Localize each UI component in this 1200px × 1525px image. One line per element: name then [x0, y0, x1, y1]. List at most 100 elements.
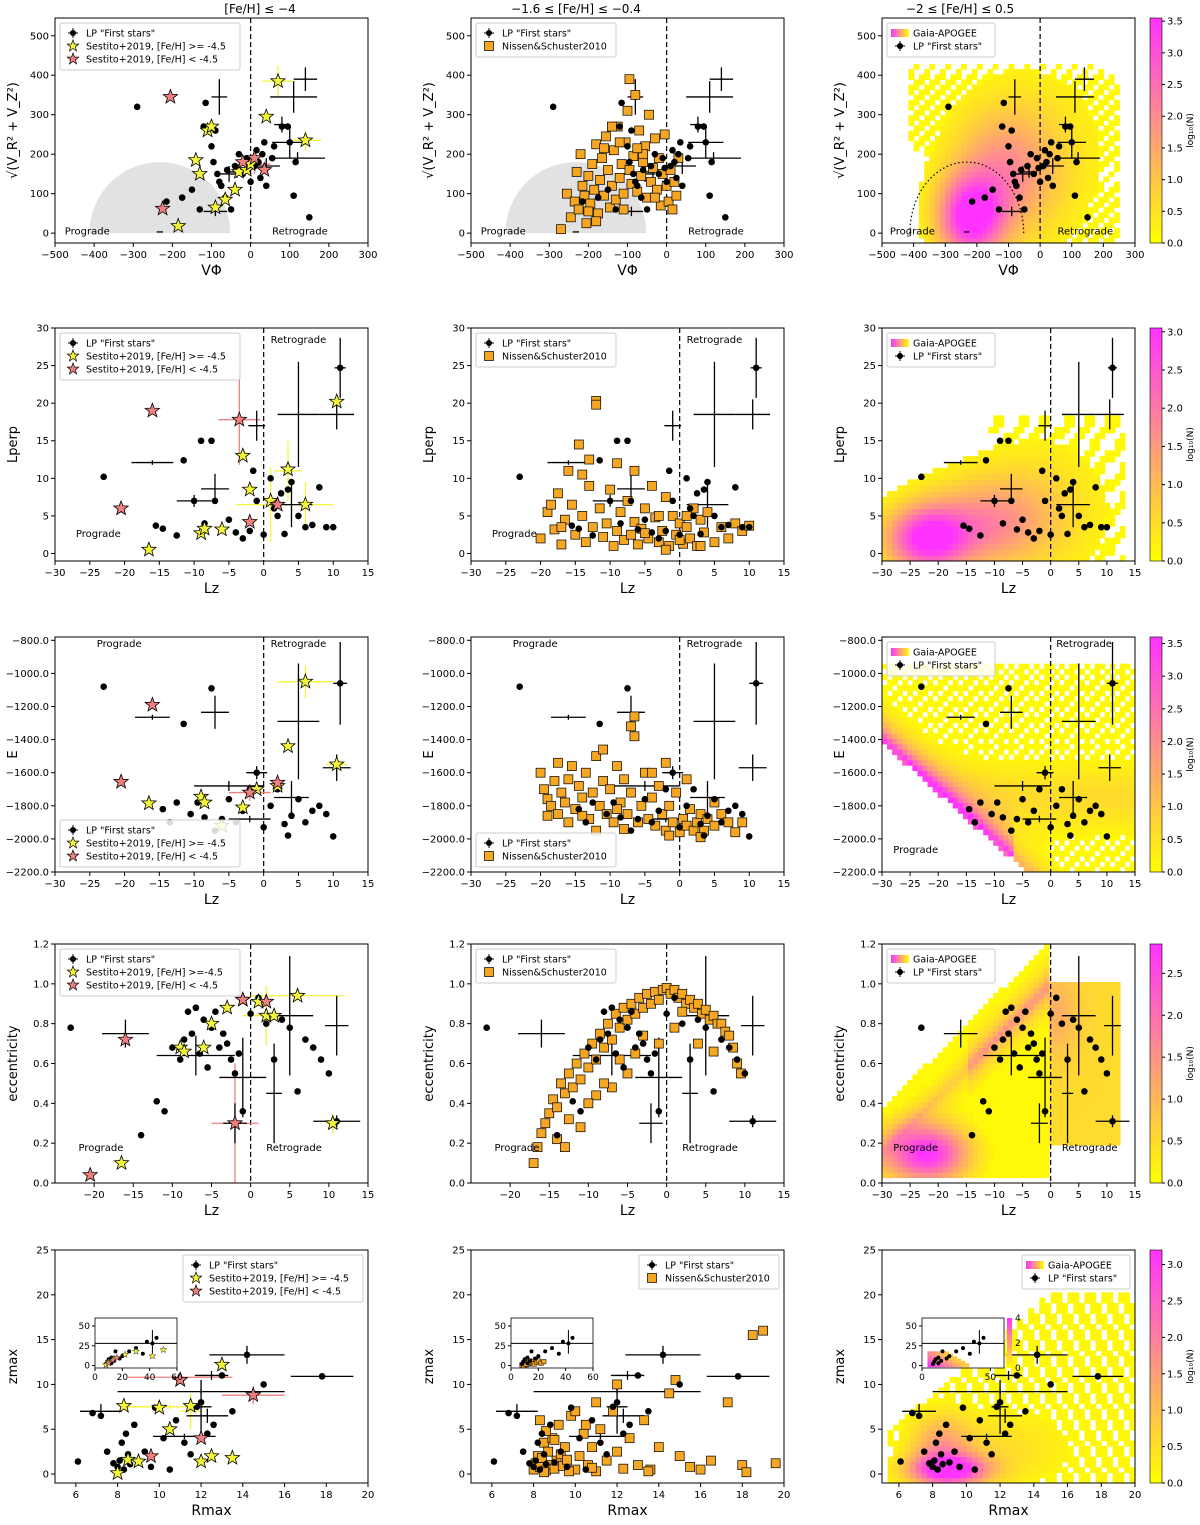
- density-cell: [882, 502, 888, 510]
- density-cell: [998, 526, 1005, 533]
- density-cell: [1033, 462, 1040, 469]
- density-cell: [1018, 491, 1025, 498]
- density-cell: [1084, 555, 1091, 561]
- density-cell: [1114, 421, 1121, 428]
- density-cell: [968, 711, 974, 718]
- density-cell: [1038, 421, 1045, 428]
- density-cell: [908, 74, 915, 80]
- density-cell: [971, 140, 978, 147]
- density-cell: [1008, 120, 1015, 126]
- density-cell: [993, 450, 999, 457]
- x-tick-label: −300: [120, 250, 147, 261]
- density-cell: [1092, 166, 1099, 172]
- density-cell: [1074, 685, 1080, 691]
- density-cell: [929, 110, 936, 116]
- density-cell: [983, 473, 989, 480]
- density-cell: [1084, 834, 1091, 841]
- y-tick-label: 200: [30, 150, 49, 161]
- density-cell: [983, 733, 989, 739]
- y-tick-label: −2200.0: [422, 868, 465, 879]
- density-cell: [1024, 186, 1031, 193]
- density-cell: [917, 695, 924, 702]
- density-cell: [1082, 197, 1089, 203]
- density-cell: [1071, 212, 1078, 218]
- density-cell: [945, 197, 952, 203]
- density-cell: [940, 104, 946, 111]
- density-cell: [1066, 212, 1073, 218]
- lp-point: [231, 1070, 239, 1077]
- legend-box: [59, 22, 241, 71]
- density-cell: [1099, 685, 1106, 691]
- density-cell: [952, 754, 959, 761]
- density-cell: [1109, 738, 1116, 745]
- density-cell: [1043, 415, 1050, 422]
- density-cell: [887, 738, 893, 745]
- density-cell: [1092, 79, 1099, 86]
- density-cell: [1059, 775, 1065, 782]
- density-cell: [1087, 145, 1094, 152]
- density-cell: [892, 1112, 898, 1119]
- density-cell: [1064, 415, 1070, 422]
- nissen-point: [644, 109, 654, 120]
- density-cell: [952, 514, 959, 521]
- density-cell: [1089, 438, 1096, 446]
- density-cell: [963, 491, 969, 498]
- nissen-point: [601, 518, 612, 529]
- density-cell: [1059, 543, 1065, 550]
- x-tick-label: −15: [149, 568, 170, 579]
- nissen-point: [619, 535, 629, 545]
- density-cell: [1013, 212, 1020, 218]
- nissen-point: [579, 1048, 590, 1059]
- density-cell: [1043, 549, 1050, 556]
- density-cell: [892, 531, 898, 539]
- density-cell: [1064, 695, 1070, 702]
- density-cell: [1028, 549, 1035, 556]
- density-cell: [1050, 222, 1057, 229]
- density-cell: [1089, 473, 1096, 480]
- density-cell: [952, 491, 959, 498]
- density-cell: [1124, 701, 1131, 707]
- lp-point: [697, 530, 704, 538]
- y-tick-label: 100: [446, 189, 465, 200]
- density-cell: [1003, 701, 1010, 707]
- density-cell: [1103, 197, 1110, 203]
- colorbar-tick-label: 1.0: [1167, 480, 1183, 491]
- density-cell: [966, 197, 973, 203]
- density-cell: [1049, 549, 1055, 556]
- sestito-high-point: [196, 520, 213, 536]
- density-cell: [1028, 823, 1035, 830]
- lp-point: [594, 194, 602, 201]
- density-cell: [1074, 733, 1080, 739]
- density-cell: [955, 104, 962, 111]
- density-cell: [913, 140, 920, 147]
- density-cell: [952, 543, 959, 550]
- density-cell: [1045, 217, 1052, 224]
- density-cell: [1094, 770, 1101, 777]
- density-cell: [947, 738, 954, 745]
- lp-point: [1097, 523, 1105, 531]
- density-cell: [978, 496, 984, 504]
- legend-sestito-low-marker: [66, 978, 80, 991]
- colorbar-tick-label: 2.5: [1167, 366, 1183, 377]
- density-cell: [1069, 840, 1075, 846]
- lp-point: [284, 123, 292, 130]
- y-tick-label: 100: [30, 189, 49, 200]
- density-cell: [952, 531, 959, 539]
- density-cell: [1013, 207, 1020, 213]
- density-cell: [1104, 520, 1111, 527]
- lp-point: [662, 527, 670, 535]
- lp-point: [996, 437, 1004, 445]
- density-cell: [882, 1172, 888, 1179]
- density-cell: [1089, 502, 1096, 510]
- density-cell: [1040, 197, 1046, 203]
- nissen-point: [567, 499, 577, 510]
- density-cell: [1103, 156, 1110, 162]
- panel-r1-c3: −500 −400 −300 −200 −100 0 100 200 3000100200300…: [833, 17, 1196, 279]
- density-cell: [924, 197, 931, 203]
- density-cell: [1028, 685, 1035, 691]
- density-cell: [1119, 759, 1126, 766]
- density-cell: [1045, 115, 1052, 121]
- density-cell: [1028, 520, 1035, 527]
- density-cell: [1099, 520, 1106, 527]
- density-cell: [1033, 759, 1040, 766]
